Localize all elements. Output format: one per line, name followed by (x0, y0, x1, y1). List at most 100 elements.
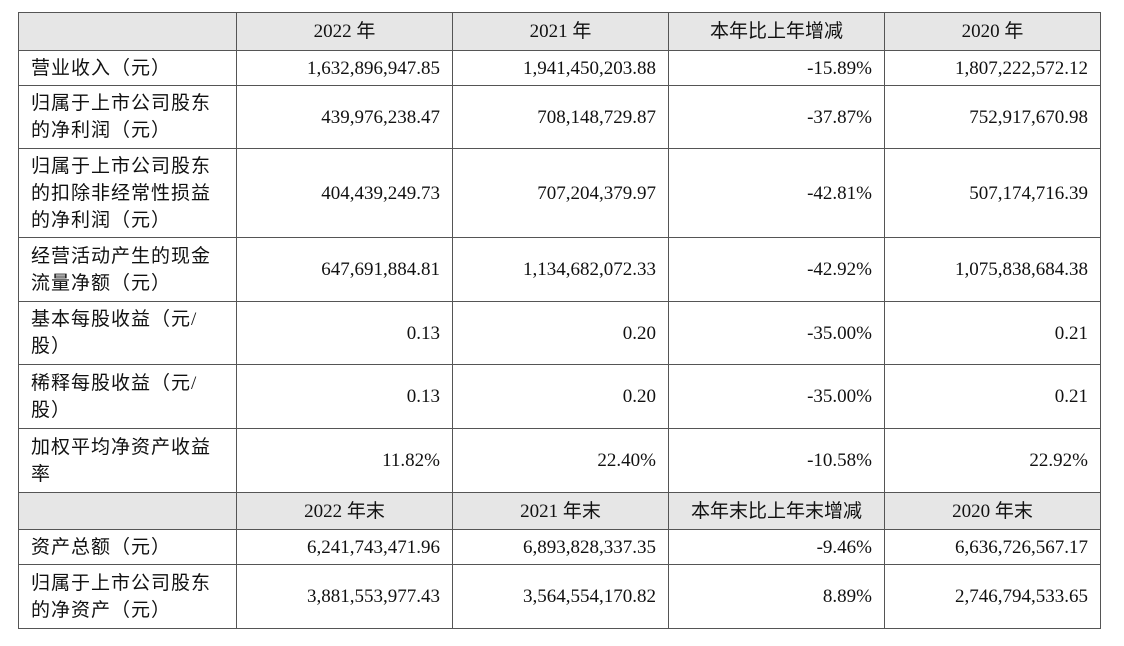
value-cell: 708,148,729.87 (452, 85, 669, 149)
value-cell: 3,564,554,170.82 (452, 564, 669, 629)
cell-text: 的扣除非经常性损益 (31, 182, 212, 204)
data-row: 基本每股收益（元/股） 0.13 0.20 -35.00% 0.21 (18, 301, 1101, 365)
cell-text: 0.13 (406, 322, 440, 344)
cell-text: 2022 年末 (304, 500, 385, 522)
row-label: 加权平均净资产收益率 (18, 428, 237, 493)
row-label: 稀释每股收益（元/股） (18, 364, 237, 429)
value-cell: 507,174,716.39 (884, 148, 1101, 238)
value-cell: 0.21 (884, 301, 1101, 365)
cell-text: 归属于上市公司股东 (31, 155, 212, 177)
data-row: 营业收入（元） 1,632,896,947.85 1,941,450,203.88 -… (18, 50, 1101, 86)
value-cell: 1,632,896,947.85 (236, 50, 453, 86)
value-cell: 0.21 (884, 364, 1101, 429)
cell-text: 本年末比上年末增减 (690, 500, 862, 522)
header-cell (18, 12, 237, 51)
header-cell: 2020 年末 (884, 492, 1101, 530)
cell-text: 0.13 (406, 386, 440, 407)
cell-text: 439,976,238.47 (321, 106, 440, 128)
value-cell: -35.00% (668, 301, 885, 365)
header-row: 2022 年 2021 年 本年比上年增减 2020 年 (18, 12, 1101, 51)
financial-table: 2022 年 2021 年 本年比上年增减 2020 年营业收入（元） 1,632,89… (18, 12, 1101, 629)
data-row: 加权平均净资产收益率 11.82% 22.40% -10.58% 22.92% (18, 428, 1101, 493)
row-label: 营业收入（元） (18, 50, 237, 86)
value-cell: 752,917,670.98 (884, 85, 1101, 149)
cell-text: 647,691,884.81 (321, 259, 440, 280)
cell-text: 经营活动产生的现金 (31, 245, 212, 267)
value-cell: -35.00% (668, 364, 885, 429)
value-cell: 647,691,884.81 (236, 237, 453, 302)
data-row: 归属于上市公司股东 的扣除非经常性损益 的净利润（元） 404,439,249.73 7… (18, 148, 1101, 238)
cell-text: 2022 年 (313, 21, 376, 42)
value-cell: 0.20 (452, 364, 669, 429)
cell-text: -15.89% (807, 57, 872, 79)
cell-text: 股） (31, 336, 72, 357)
data-row: 归属于上市公司股东 的净利润（元） 439,976,238.47 708,148,72… (18, 85, 1101, 149)
cell-text: 稀释每股收益（元/ (31, 372, 198, 394)
cell-text: 的净利润（元） (31, 120, 172, 141)
data-row: 稀释每股收益（元/股） 0.13 0.20 -35.00% 0.21 (18, 364, 1101, 429)
row-label: 经营活动产生的现金 流量净额（元） (18, 237, 237, 302)
cell-text: -35.00% (807, 386, 872, 407)
value-cell: 0.13 (236, 301, 453, 365)
cell-text: 707,204,379.97 (537, 182, 656, 204)
cell-text: 2020 年 (961, 21, 1024, 42)
value-cell: 1,807,222,572.12 (884, 50, 1101, 86)
cell-text: 基本每股收益（元/ (31, 309, 198, 330)
header-cell (18, 492, 237, 530)
cell-text: 的净资产（元） (31, 599, 172, 621)
cell-text: 归属于上市公司股东 (31, 93, 212, 114)
cell-text: -37.87% (807, 106, 872, 128)
value-cell: -42.81% (668, 148, 885, 238)
cell-text: 708,148,729.87 (537, 106, 656, 128)
cell-text: 归属于上市公司股东 (31, 572, 212, 594)
value-cell: 8.89% (668, 564, 885, 629)
header-cell: 本年末比上年末增减 (668, 492, 885, 530)
cell-text: 营业收入（元） (31, 57, 172, 79)
value-cell: 0.13 (236, 364, 453, 429)
header-row: 2022 年末 2021 年末 本年末比上年末增减 2020 年末 (18, 492, 1101, 530)
value-cell: -10.58% (668, 428, 885, 493)
cell-text: 3,881,553,977.43 (307, 586, 440, 607)
cell-text: 1,134,682,072.33 (523, 259, 656, 280)
cell-text: -42.81% (807, 182, 872, 204)
value-cell: 11.82% (236, 428, 453, 493)
row-label: 基本每股收益（元/股） (18, 301, 237, 365)
cell-text: 1,632,896,947.85 (307, 57, 440, 79)
cell-text: 2021 年 (529, 21, 592, 42)
cell-text: 0.20 (622, 322, 656, 344)
value-cell: 22.92% (884, 428, 1101, 493)
value-cell: 0.20 (452, 301, 669, 365)
cell-text: 2021 年末 (520, 500, 601, 522)
cell-text: 507,174,716.39 (969, 182, 1088, 204)
value-cell: -9.46% (668, 529, 885, 565)
value-cell: 3,881,553,977.43 (236, 564, 453, 629)
cell-text: 1,075,838,684.38 (955, 259, 1088, 280)
cell-text: 2,746,794,533.65 (955, 586, 1088, 607)
header-cell: 2022 年 (236, 12, 453, 51)
header-cell: 2021 年末 (452, 492, 669, 530)
value-cell: 6,893,828,337.35 (452, 529, 669, 565)
cell-text: 股） (31, 399, 72, 421)
cell-text: 6,636,726,567.17 (955, 536, 1088, 558)
cell-text: 0.21 (1054, 322, 1088, 344)
cell-text: 2020 年末 (952, 500, 1033, 522)
cell-text: 1,941,450,203.88 (523, 57, 656, 79)
value-cell: 22.40% (452, 428, 669, 493)
cell-text: 6,893,828,337.35 (523, 536, 656, 558)
value-cell: 6,241,743,471.96 (236, 529, 453, 565)
cell-text: 0.20 (622, 386, 656, 407)
cell-text: 752,917,670.98 (969, 106, 1088, 128)
cell-text: 22.92% (1029, 450, 1088, 471)
data-row: 经营活动产生的现金 流量净额（元） 647,691,884.81 1,134,682,… (18, 237, 1101, 302)
cell-text: 6,241,743,471.96 (307, 536, 440, 558)
cell-text: 流量净额（元） (31, 272, 172, 294)
cell-text: 404,439,249.73 (321, 182, 440, 204)
cell-text: -10.58% (807, 450, 872, 471)
value-cell: 707,204,379.97 (452, 148, 669, 238)
cell-text: 11.82% (382, 450, 440, 471)
cell-text: -9.46% (816, 536, 872, 558)
cell-text: 率 (31, 463, 52, 485)
cell-text: 1,807,222,572.12 (955, 57, 1088, 79)
cell-text: 22.40% (597, 450, 656, 471)
